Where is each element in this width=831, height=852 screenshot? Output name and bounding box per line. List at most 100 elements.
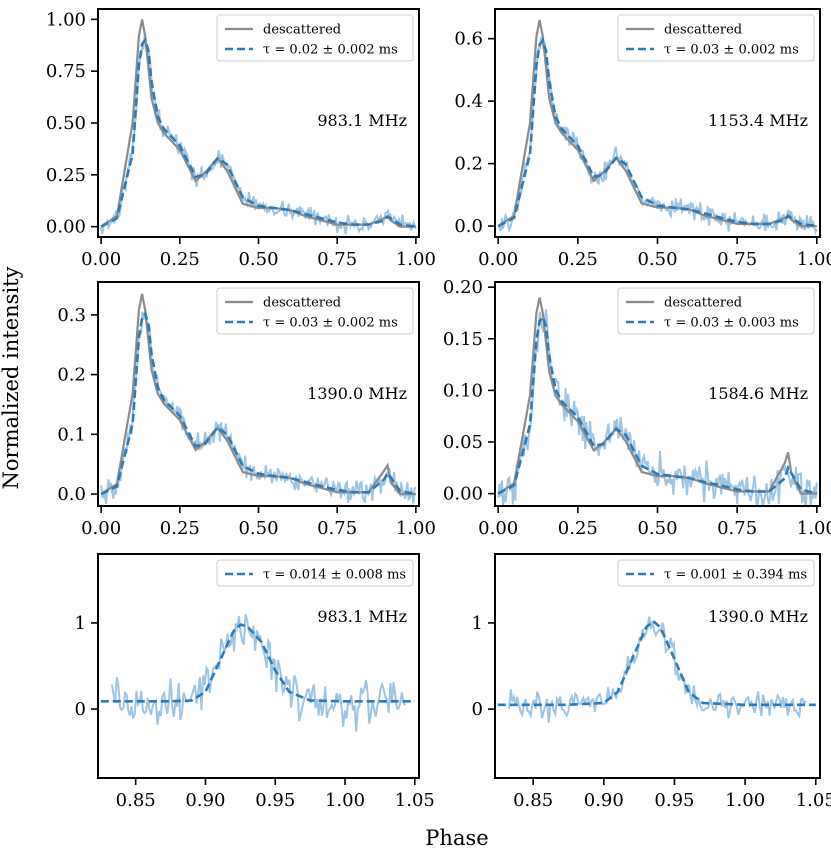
legend-box [617, 287, 815, 335]
legend-box [617, 559, 815, 587]
legend-entry: τ = 0.014 ± 0.008 ms [263, 568, 406, 583]
fit-line [497, 37, 817, 228]
y-tick-label: 0.1 [57, 424, 86, 445]
y-tick-label: 1.00 [46, 9, 86, 30]
x-tick-label: 0.00 [81, 249, 121, 270]
plot-area [100, 19, 417, 235]
legend-entry: descattered [263, 296, 341, 311]
x-tick-label: 1.05 [796, 790, 831, 811]
x-tick-label: 1.00 [396, 518, 436, 539]
frequency-label: 983.1 MHz [317, 111, 407, 130]
x-axis-title: Phase [425, 826, 488, 850]
y-tick-label: 0.2 [57, 365, 86, 386]
chart-panel-bottom-left: 0.85 0.90 0.95 1.00 1.05 0 1 983.1 MHz τ = 0.014… [75, 553, 435, 811]
y-tick-label: 0.2 [454, 154, 483, 175]
y-tick-label: 1 [75, 613, 86, 634]
x-tick-label: 0.25 [558, 249, 598, 270]
fit-line [497, 314, 818, 495]
plot-area [497, 297, 818, 506]
y-tick-label: 0.15 [443, 329, 483, 350]
legend: descattered τ = 0.03 ± 0.003 ms [617, 287, 815, 335]
x-tick-label: 0.95 [654, 790, 694, 811]
plot-area [497, 616, 816, 723]
y-tick-label: 0.4 [454, 91, 483, 112]
y-tick-label: 0.75 [46, 61, 86, 82]
plot-area [100, 293, 417, 505]
x-tick-label: 0.00 [81, 518, 121, 539]
x-tick-label: 0.85 [116, 790, 156, 811]
y-tick-label: 0.00 [443, 484, 483, 505]
y-tick-label: 0.3 [57, 305, 86, 326]
x-tick-label: 1.05 [395, 790, 435, 811]
x-tick-label: 1.00 [797, 518, 831, 539]
legend: τ = 0.001 ± 0.394 ms [617, 559, 815, 587]
plot-area [497, 19, 818, 236]
x-tick-label: 1.00 [797, 249, 831, 270]
fit-line [100, 623, 415, 703]
legend-box [216, 14, 414, 62]
legend-entry: τ = 0.03 ± 0.002 ms [664, 43, 799, 58]
plot-area [100, 613, 415, 732]
legend: descattered τ = 0.02 ± 0.002 ms [216, 14, 414, 62]
y-axis-title: Normalized intensity [0, 266, 23, 489]
chart-panel-top-left: 0.00 0.25 0.50 0.75 1.00 0.00 0.25 0.50 0.75 1.00… [46, 8, 436, 270]
y-tick-label: 0.50 [46, 113, 86, 134]
x-tick-label: 0.00 [478, 249, 518, 270]
y-tick-label: 0.10 [443, 380, 483, 401]
x-tick-label: 1.00 [725, 790, 765, 811]
y-tick-label: 1 [472, 613, 483, 634]
x-tick-label: 0.95 [255, 790, 295, 811]
descattered-line [100, 293, 416, 496]
axes-frame [97, 553, 420, 779]
legend-entry: τ = 0.02 ± 0.002 ms [263, 43, 398, 58]
legend-entry: descattered [664, 296, 742, 311]
x-tick-label: 0.90 [185, 790, 225, 811]
y-tick-label: 0 [75, 699, 86, 720]
x-tick-label: 0.25 [558, 518, 598, 539]
chart-panel-middle-left: 0.00 0.25 0.50 0.75 1.00 0.0 0.1 0.2 0.3 1390.0 M… [57, 281, 436, 539]
observed-data-line [111, 613, 406, 732]
y-tick-label: 0 [472, 699, 483, 720]
fit-line [100, 310, 417, 496]
x-tick-label: 0.75 [717, 518, 757, 539]
legend-box [617, 14, 815, 62]
legend: descattered τ = 0.03 ± 0.002 ms [216, 287, 414, 335]
legend-entry: descattered [664, 23, 742, 38]
x-tick-label: 0.00 [478, 518, 518, 539]
x-tick-label: 0.75 [717, 249, 757, 270]
legend-entry: τ = 0.03 ± 0.003 ms [664, 316, 799, 331]
x-tick-label: 0.50 [637, 518, 677, 539]
frequency-label: 1390.0 MHz [708, 607, 808, 626]
x-tick-label: 0.90 [584, 790, 624, 811]
x-tick-label: 0.75 [317, 518, 357, 539]
y-tick-label: 0.00 [46, 217, 86, 238]
x-tick-label: 0.50 [238, 249, 278, 270]
legend-entry: τ = 0.03 ± 0.002 ms [263, 316, 398, 331]
frequency-label: 1153.4 MHz [708, 111, 808, 130]
y-tick-label: 0.6 [454, 29, 483, 50]
y-tick-label: 0.0 [57, 484, 86, 505]
x-tick-label: 0.25 [160, 518, 200, 539]
x-tick-label: 0.25 [160, 249, 200, 270]
x-tick-label: 0.75 [317, 249, 357, 270]
legend-entry: descattered [263, 23, 341, 38]
legend-box [216, 559, 414, 587]
y-tick-label: 0.0 [454, 216, 483, 237]
chart-panel-middle-right: 0.00 0.25 0.50 0.75 1.00 0.00 0.05 0.10 0.15 0.20… [443, 277, 831, 539]
fit-line [497, 619, 816, 707]
observed-data-line [508, 616, 807, 723]
y-tick-label: 0.05 [443, 432, 483, 453]
x-tick-label: 0.50 [637, 249, 677, 270]
frequency-label: 983.1 MHz [317, 607, 407, 626]
x-tick-label: 1.00 [396, 249, 436, 270]
y-tick-label: 0.20 [443, 277, 483, 298]
x-tick-label: 0.85 [513, 790, 553, 811]
legend-entry: τ = 0.001 ± 0.394 ms [664, 568, 807, 583]
descattered-line [497, 297, 817, 495]
x-tick-label: 0.50 [238, 518, 278, 539]
chart-panel-bottom-right: 0.85 0.90 0.95 1.00 1.05 0 1 1390.0 MHz τ = 0.00… [472, 553, 831, 811]
observed-data-line [497, 36, 818, 236]
fit-line [100, 37, 417, 228]
legend: τ = 0.014 ± 0.008 ms [216, 559, 414, 587]
